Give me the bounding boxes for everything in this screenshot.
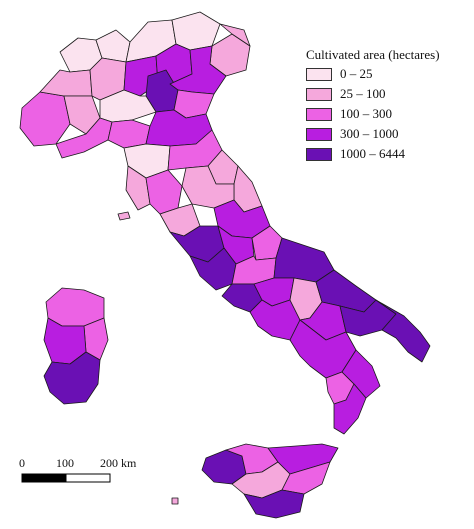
legend-label-3: 100 – 300 [340, 106, 392, 121]
region-calabria-south [333, 383, 367, 435]
region-piemonte-north [39, 69, 93, 97]
scale-bar-segment-2 [65, 473, 111, 483]
region-brindisi-lecce [375, 299, 431, 363]
region-salerno [249, 299, 301, 341]
legend-swatch-3 [306, 107, 332, 121]
region-piemonte-west [19, 91, 71, 147]
scale-tick-200km: 200 km [100, 456, 137, 470]
legend-label-4: 300 – 1000 [340, 126, 399, 141]
region-emilia-west [107, 119, 151, 149]
legend-item-1: 0 – 25 [306, 66, 373, 82]
region-toscana-coast [125, 165, 151, 211]
region-elba-island [117, 211, 131, 221]
legend-item-3: 100 – 300 [306, 106, 392, 122]
region-sardinia-south [43, 351, 101, 405]
region-toscana-south [145, 169, 183, 215]
scale-bar-segment-1 [21, 473, 67, 483]
region-sicily-south [243, 489, 305, 519]
legend-label-1: 0 – 25 [340, 66, 373, 81]
legend-item-5: 1000 – 6444 [306, 146, 405, 162]
scale-tick-100: 100 [56, 456, 74, 470]
region-ne-friuli [219, 23, 251, 47]
legend-label-2: 25 – 100 [340, 86, 386, 101]
legend-label-5: 1000 – 6444 [340, 146, 405, 161]
legend-item-2: 25 – 100 [306, 86, 386, 102]
legend-swatch-5 [306, 147, 332, 161]
legend-swatch-1 [306, 67, 332, 81]
region-north-tyrol [171, 11, 221, 51]
region-foggia [273, 237, 335, 283]
legend-item-4: 300 – 1000 [306, 126, 399, 142]
legend-swatch-4 [306, 127, 332, 141]
legend-title: Cultivated area (hectares) [306, 47, 440, 62]
legend-swatch-2 [306, 87, 332, 101]
region-small-island-south [171, 497, 179, 505]
scale-tick-0: 0 [19, 456, 25, 470]
region-sardinia-north [45, 287, 105, 327]
